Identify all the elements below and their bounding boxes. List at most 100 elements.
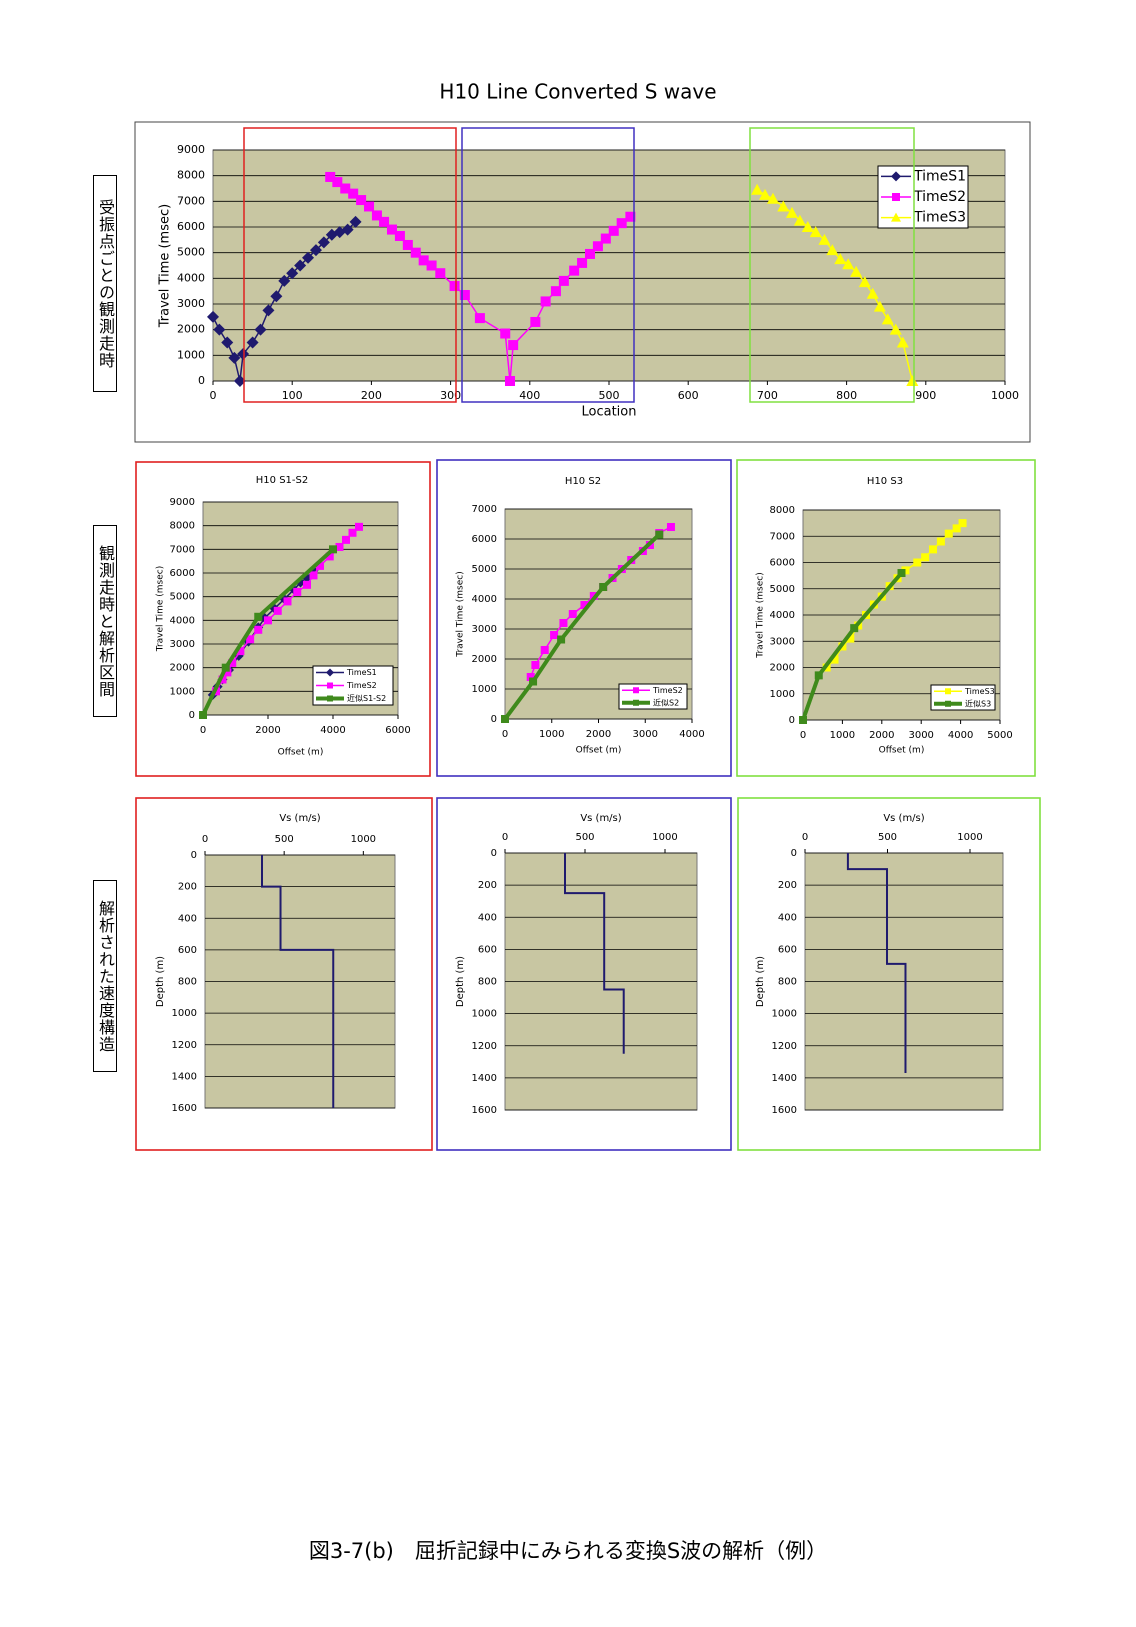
- chart-frame: [134, 121, 1031, 443]
- y-tick-label: 600: [178, 945, 197, 956]
- x-tick-label: 0: [802, 832, 808, 843]
- marker: [228, 658, 237, 667]
- marker: [526, 673, 535, 681]
- y-tick-label: 200: [778, 880, 797, 891]
- y-axis-label: Depth (m): [755, 956, 766, 1007]
- marker: [199, 711, 207, 719]
- marker: [309, 571, 318, 580]
- marker: [293, 587, 302, 596]
- marker: [958, 519, 967, 528]
- marker: [850, 265, 863, 277]
- y-tick-label: 400: [778, 912, 797, 923]
- y-tick-label: 6000: [177, 220, 205, 233]
- y-tick-label: 2000: [177, 323, 205, 336]
- marker: [325, 552, 334, 561]
- marker: [858, 276, 871, 288]
- y-tick-label: 1000: [472, 1009, 497, 1020]
- marker: [236, 647, 245, 656]
- x-axis-label: Offset (m): [879, 746, 925, 756]
- series-line: [846, 853, 907, 1074]
- marker: [342, 535, 350, 544]
- marker: [826, 244, 839, 256]
- x-tick-label: 500: [878, 832, 897, 843]
- marker: [818, 233, 831, 245]
- y-tick-label: 3000: [472, 624, 497, 635]
- x-tick-label: 4000: [320, 725, 345, 736]
- y-tick-label: 200: [478, 880, 497, 891]
- y-tick-label: 8000: [170, 521, 195, 532]
- marker: [766, 192, 779, 204]
- marker: [223, 668, 232, 677]
- section-box: [461, 127, 635, 403]
- legend-label: TimeS3: [913, 210, 966, 226]
- marker: [207, 310, 219, 323]
- x-tick-label: 0: [800, 730, 806, 741]
- y-tick-label: 1000: [472, 684, 497, 695]
- marker: [218, 675, 227, 684]
- marker: [364, 201, 375, 212]
- marker: [500, 328, 511, 339]
- marker: [944, 529, 953, 538]
- marker: [283, 597, 292, 606]
- marker: [633, 687, 639, 694]
- y-tick-label: 7000: [770, 531, 795, 542]
- x-tick-label: 3000: [633, 729, 658, 740]
- marker: [394, 230, 405, 241]
- marker: [221, 336, 234, 349]
- y-axis-label: Depth (m): [455, 956, 466, 1007]
- marker: [418, 255, 429, 266]
- marker: [262, 304, 275, 317]
- marker: [402, 239, 413, 250]
- legend-label: 近似S3: [965, 698, 991, 708]
- marker: [906, 375, 919, 386]
- y-tick-label: 1000: [172, 1008, 197, 1019]
- y-tick-label: 8000: [770, 505, 795, 516]
- marker: [801, 221, 814, 232]
- y-tick-label: 4000: [472, 594, 497, 605]
- marker: [348, 528, 357, 537]
- marker: [814, 671, 823, 680]
- marker: [608, 225, 619, 236]
- x-tick-label: 100: [282, 389, 303, 402]
- marker: [540, 646, 549, 654]
- x-tick-label: 0: [210, 389, 217, 402]
- x-axis-label: Vs (m/s): [883, 813, 924, 824]
- marker: [254, 323, 267, 336]
- y-tick-label: 6000: [472, 534, 497, 545]
- marker: [830, 655, 839, 664]
- y-tick-label: 1400: [172, 1071, 197, 1082]
- x-tick-label: 500: [275, 834, 294, 845]
- y-tick-label: 9000: [170, 497, 195, 508]
- y-tick-label: 0: [191, 850, 197, 861]
- legend-label: TimeS1: [346, 668, 377, 677]
- marker: [302, 251, 315, 264]
- marker: [584, 248, 595, 259]
- y-tick-label: 0: [491, 714, 497, 725]
- chart-frame: [736, 459, 1036, 777]
- marker: [221, 663, 230, 672]
- series-line: [564, 853, 625, 1054]
- y-tick-label: 3000: [177, 297, 205, 310]
- y-axis-label: Travel Time (msec): [456, 571, 466, 657]
- y-tick-label: 1200: [172, 1040, 197, 1051]
- y-tick-label: 5000: [472, 564, 497, 575]
- legend-box: [618, 683, 688, 710]
- x-tick-label: 2000: [869, 730, 894, 741]
- marker: [809, 226, 822, 238]
- marker: [459, 290, 470, 301]
- y-tick-label: 1600: [772, 1105, 797, 1116]
- marker: [550, 286, 561, 297]
- y-tick-label: 1400: [472, 1073, 497, 1084]
- legend-label: TimeS1: [913, 168, 966, 184]
- marker: [233, 375, 246, 387]
- marker: [254, 625, 263, 634]
- y-tick-label: 4000: [177, 271, 205, 284]
- y-tick-label: 0: [189, 710, 195, 721]
- marker: [799, 716, 807, 724]
- series-line: [201, 547, 335, 716]
- marker: [325, 171, 336, 182]
- marker: [846, 634, 855, 643]
- y-tick-label: 400: [178, 913, 197, 924]
